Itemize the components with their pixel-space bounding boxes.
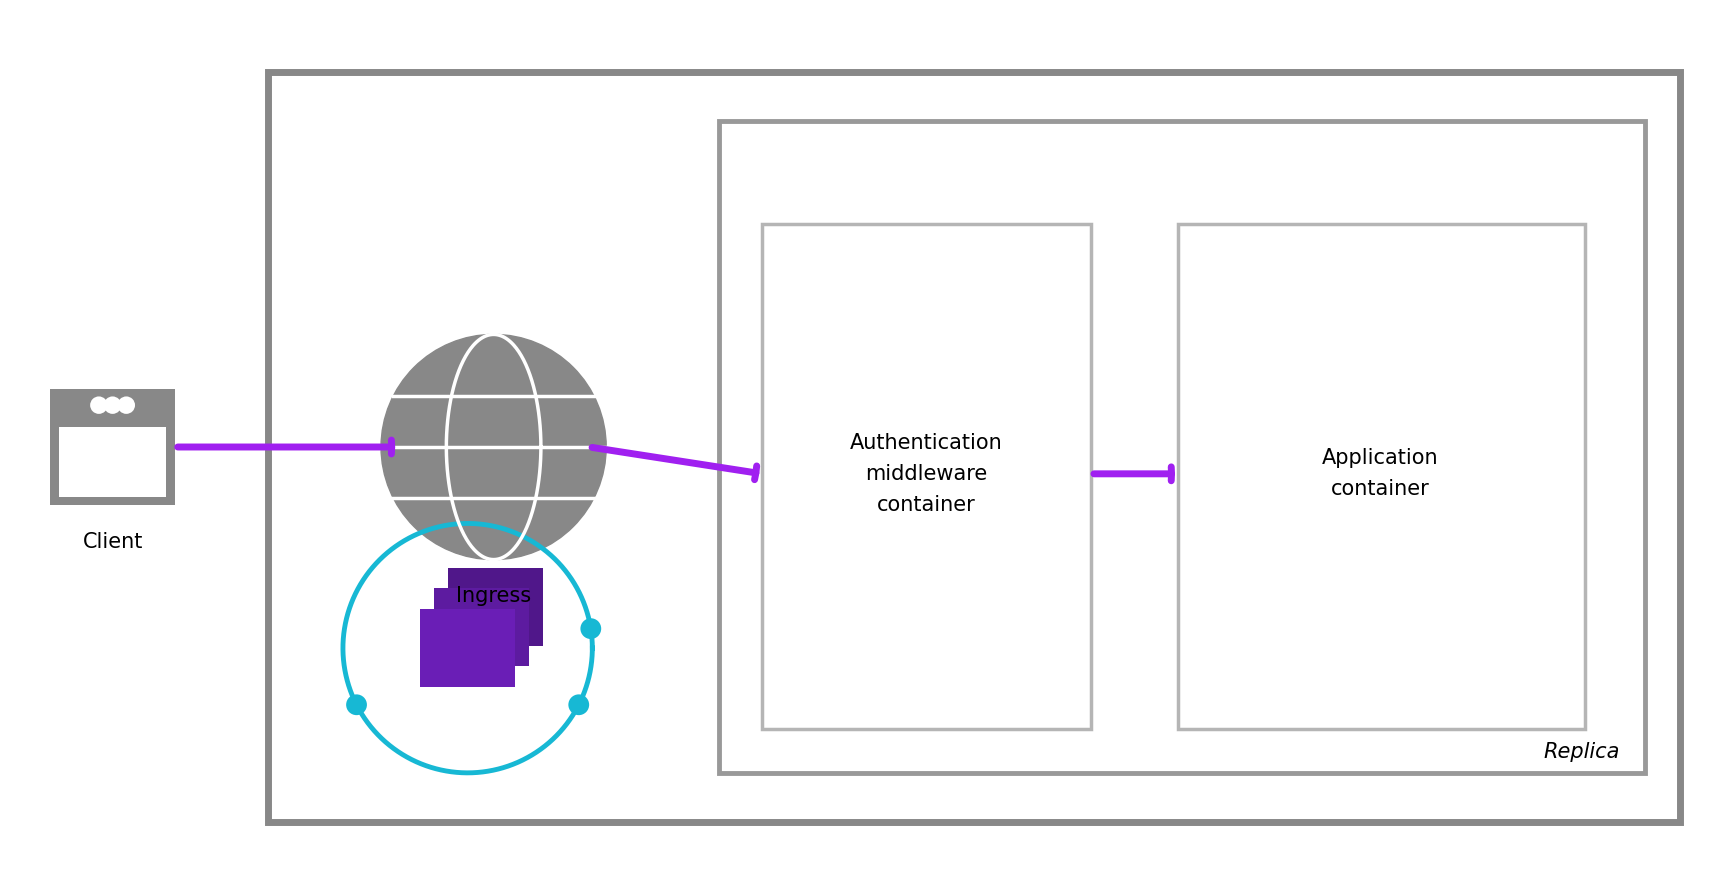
Text: Application
container: Application container (1322, 448, 1439, 500)
Ellipse shape (381, 334, 606, 560)
Ellipse shape (104, 396, 121, 414)
Text: Replica: Replica (1543, 742, 1619, 762)
Ellipse shape (346, 695, 367, 715)
FancyBboxPatch shape (50, 389, 175, 505)
FancyBboxPatch shape (762, 224, 1091, 729)
Text: Authentication
middleware
container: Authentication middleware container (850, 433, 1003, 515)
FancyBboxPatch shape (719, 121, 1645, 773)
Ellipse shape (90, 396, 107, 414)
Text: Client: Client (83, 532, 142, 552)
FancyBboxPatch shape (433, 588, 530, 666)
FancyBboxPatch shape (1178, 224, 1585, 729)
Ellipse shape (118, 396, 135, 414)
FancyBboxPatch shape (447, 568, 544, 645)
FancyBboxPatch shape (268, 72, 1680, 822)
FancyBboxPatch shape (421, 609, 516, 687)
FancyBboxPatch shape (59, 427, 166, 497)
Text: Ingress: Ingress (456, 586, 532, 606)
Ellipse shape (568, 695, 589, 715)
Ellipse shape (580, 619, 601, 639)
